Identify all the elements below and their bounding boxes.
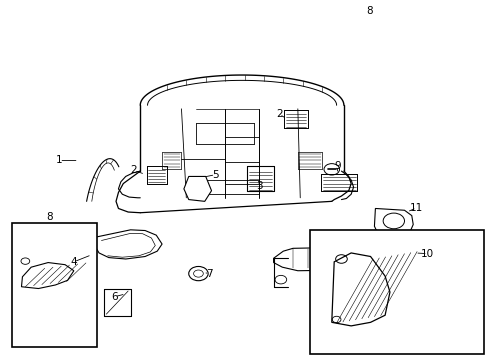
Text: 10: 10 (420, 249, 433, 258)
Polygon shape (21, 262, 74, 288)
Polygon shape (273, 247, 416, 271)
Text: 1: 1 (56, 156, 62, 166)
Text: 2: 2 (130, 165, 137, 175)
Text: 9: 9 (334, 161, 340, 171)
Text: 11: 11 (409, 203, 423, 213)
Polygon shape (374, 208, 412, 239)
Text: 3: 3 (255, 181, 262, 192)
Text: 6: 6 (111, 292, 118, 302)
Text: 8: 8 (46, 212, 53, 222)
Polygon shape (331, 253, 389, 326)
Bar (309, 230, 484, 354)
Text: 4: 4 (70, 257, 77, 267)
Bar (12, 223, 97, 347)
Text: 2: 2 (276, 109, 282, 119)
Polygon shape (94, 230, 162, 259)
Polygon shape (183, 176, 211, 201)
Text: 7: 7 (206, 269, 212, 279)
Text: 5: 5 (212, 170, 218, 180)
Text: 8: 8 (366, 6, 372, 16)
